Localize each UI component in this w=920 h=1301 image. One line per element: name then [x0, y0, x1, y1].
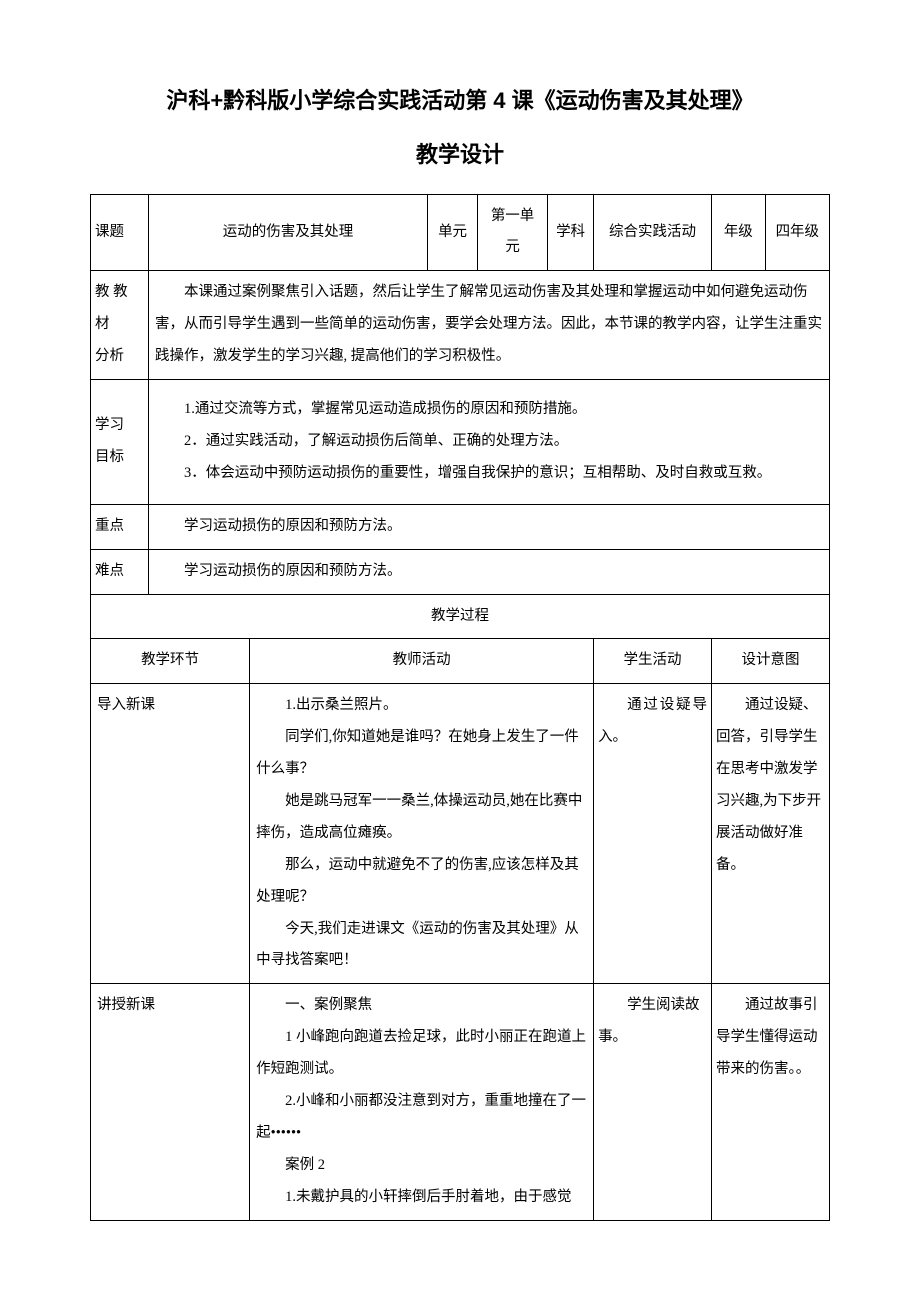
- teacher-line: 1.未戴护具的小轩摔倒后手肘着地，由于感觉: [256, 1182, 587, 1214]
- cell-phase1-teacher: 1.出示桑兰照片。 同学们,你知道她是谁吗？在她身上发生了一件什么事？ 她是跳马…: [250, 684, 594, 984]
- teacher-line: 案例 2: [256, 1150, 587, 1182]
- table-header-row: 课题 运动的伤害及其处理 单元 第一单元 学科 综合实践活动 年级 四年级: [91, 194, 830, 271]
- cell-analysis-label: 教 教材分析: [91, 271, 149, 380]
- cell-phase1-intent: 通过设疑、回答，引导学生在思考中激发学习兴趣,为下步开展活动做好准备。: [712, 684, 830, 984]
- table-row-objectives: 学习目标 1.通过交流等方式，掌握常见运动造成损伤的原因和预防措施。 2．通过实…: [91, 380, 830, 505]
- table-row-phase1: 导入新课 1.出示桑兰照片。 同学们,你知道她是谁吗？在她身上发生了一件什么事？…: [91, 684, 830, 984]
- cell-analysis-text: 本课通过案例聚焦引入话题，然后让学生了解常见运动伤害及其处理和掌握运动中如何避免…: [149, 271, 830, 380]
- document-subtitle: 教学设计: [90, 134, 830, 176]
- objective-item: 3．体会运动中预防运动损伤的重要性，增强自我保护的意识；互相帮助、及时自救或互救…: [155, 458, 823, 490]
- objective-item: 2．通过实践活动，了解运动损伤后简单、正确的处理方法。: [155, 426, 823, 458]
- col-student: 学生活动: [594, 639, 712, 684]
- lesson-plan-table: 课题 运动的伤害及其处理 单元 第一单元 学科 综合实践活动 年级 四年级 教 …: [90, 194, 830, 1221]
- cell-phase2-teacher: 一、案例聚焦 1 小峰跑向跑道去捡足球，此时小丽正在跑道上作短跑测试。 2.小峰…: [250, 984, 594, 1220]
- table-row-process-title: 教学过程: [91, 594, 830, 639]
- teacher-line: 她是跳马冠军一一桑兰,体操运动员,她在比赛中摔伤，造成高位瘫痪。: [256, 786, 587, 850]
- teacher-line: 今天,我们走进课文《运动的伤害及其处理》从中寻找答案吧！: [256, 914, 587, 978]
- cell-phase1-label: 导入新课: [91, 684, 250, 984]
- cell-phase2-label: 讲授新课: [91, 984, 250, 1220]
- cell-phase2-intent: 通过故事引导学生懂得运动带来的伤害。。: [712, 984, 830, 1220]
- cell-difficulty-label: 难点: [91, 549, 149, 594]
- objectives-label-text: 学习目标: [95, 417, 124, 465]
- teacher-line: 那么，运动中就避免不了的伤害,应该怎样及其处理呢？: [256, 850, 587, 914]
- col-intent: 设计意图: [712, 639, 830, 684]
- objective-item: 1.通过交流等方式，掌握常见运动造成损伤的原因和预防措施。: [155, 394, 823, 426]
- teacher-line: 同学们,你知道她是谁吗？在她身上发生了一件什么事？: [256, 722, 587, 786]
- teacher-line: 1 小峰跑向跑道去捡足球，此时小丽正在跑道上作短跑测试。: [256, 1022, 587, 1086]
- cell-objectives-text: 1.通过交流等方式，掌握常见运动造成损伤的原因和预防措施。 2．通过实践活动，了…: [149, 380, 830, 505]
- cell-grade-value: 四年级: [765, 194, 829, 271]
- col-phase: 教学环节: [91, 639, 250, 684]
- table-row-phase2: 讲授新课 一、案例聚焦 1 小峰跑向跑道去捡足球，此时小丽正在跑道上作短跑测试。…: [91, 984, 830, 1220]
- cell-subject-label: 学科: [548, 194, 594, 271]
- cell-phase1-student: 通过设疑导入。: [594, 684, 712, 984]
- teacher-line: 2.小峰和小丽都没注意到对方，重重地撞在了一起••••••: [256, 1086, 587, 1150]
- table-row-difficulty: 难点 学习运动损伤的原因和预防方法。: [91, 549, 830, 594]
- cell-topic-value: 运动的伤害及其处理: [149, 194, 428, 271]
- cell-subject-value: 综合实践活动: [594, 194, 712, 271]
- table-row-keypoint: 重点 学习运动损伤的原因和预防方法。: [91, 504, 830, 549]
- table-row-process-columns: 教学环节 教师活动 学生活动 设计意图: [91, 639, 830, 684]
- cell-keypoint-label: 重点: [91, 504, 149, 549]
- col-teacher: 教师活动: [250, 639, 594, 684]
- table-row-analysis: 教 教材分析 本课通过案例聚焦引入话题，然后让学生了解常见运动伤害及其处理和掌握…: [91, 271, 830, 380]
- teacher-line: 一、案例聚焦: [256, 990, 587, 1022]
- cell-topic-label: 课题: [91, 194, 149, 271]
- cell-keypoint-text: 学习运动损伤的原因和预防方法。: [149, 504, 830, 549]
- cell-unit-value: 第一单元: [478, 194, 548, 271]
- teacher-line: 1.出示桑兰照片。: [256, 690, 587, 722]
- cell-objectives-label: 学习目标: [91, 380, 149, 505]
- cell-phase2-student: 学生阅读故事。: [594, 984, 712, 1220]
- document-title: 沪科+黔科版小学综合实践活动第 4 课《运动伤害及其处理》: [90, 80, 830, 122]
- cell-unit-label: 单元: [428, 194, 478, 271]
- cell-process-title: 教学过程: [91, 594, 830, 639]
- cell-grade-label: 年级: [712, 194, 766, 271]
- cell-difficulty-text: 学习运动损伤的原因和预防方法。: [149, 549, 830, 594]
